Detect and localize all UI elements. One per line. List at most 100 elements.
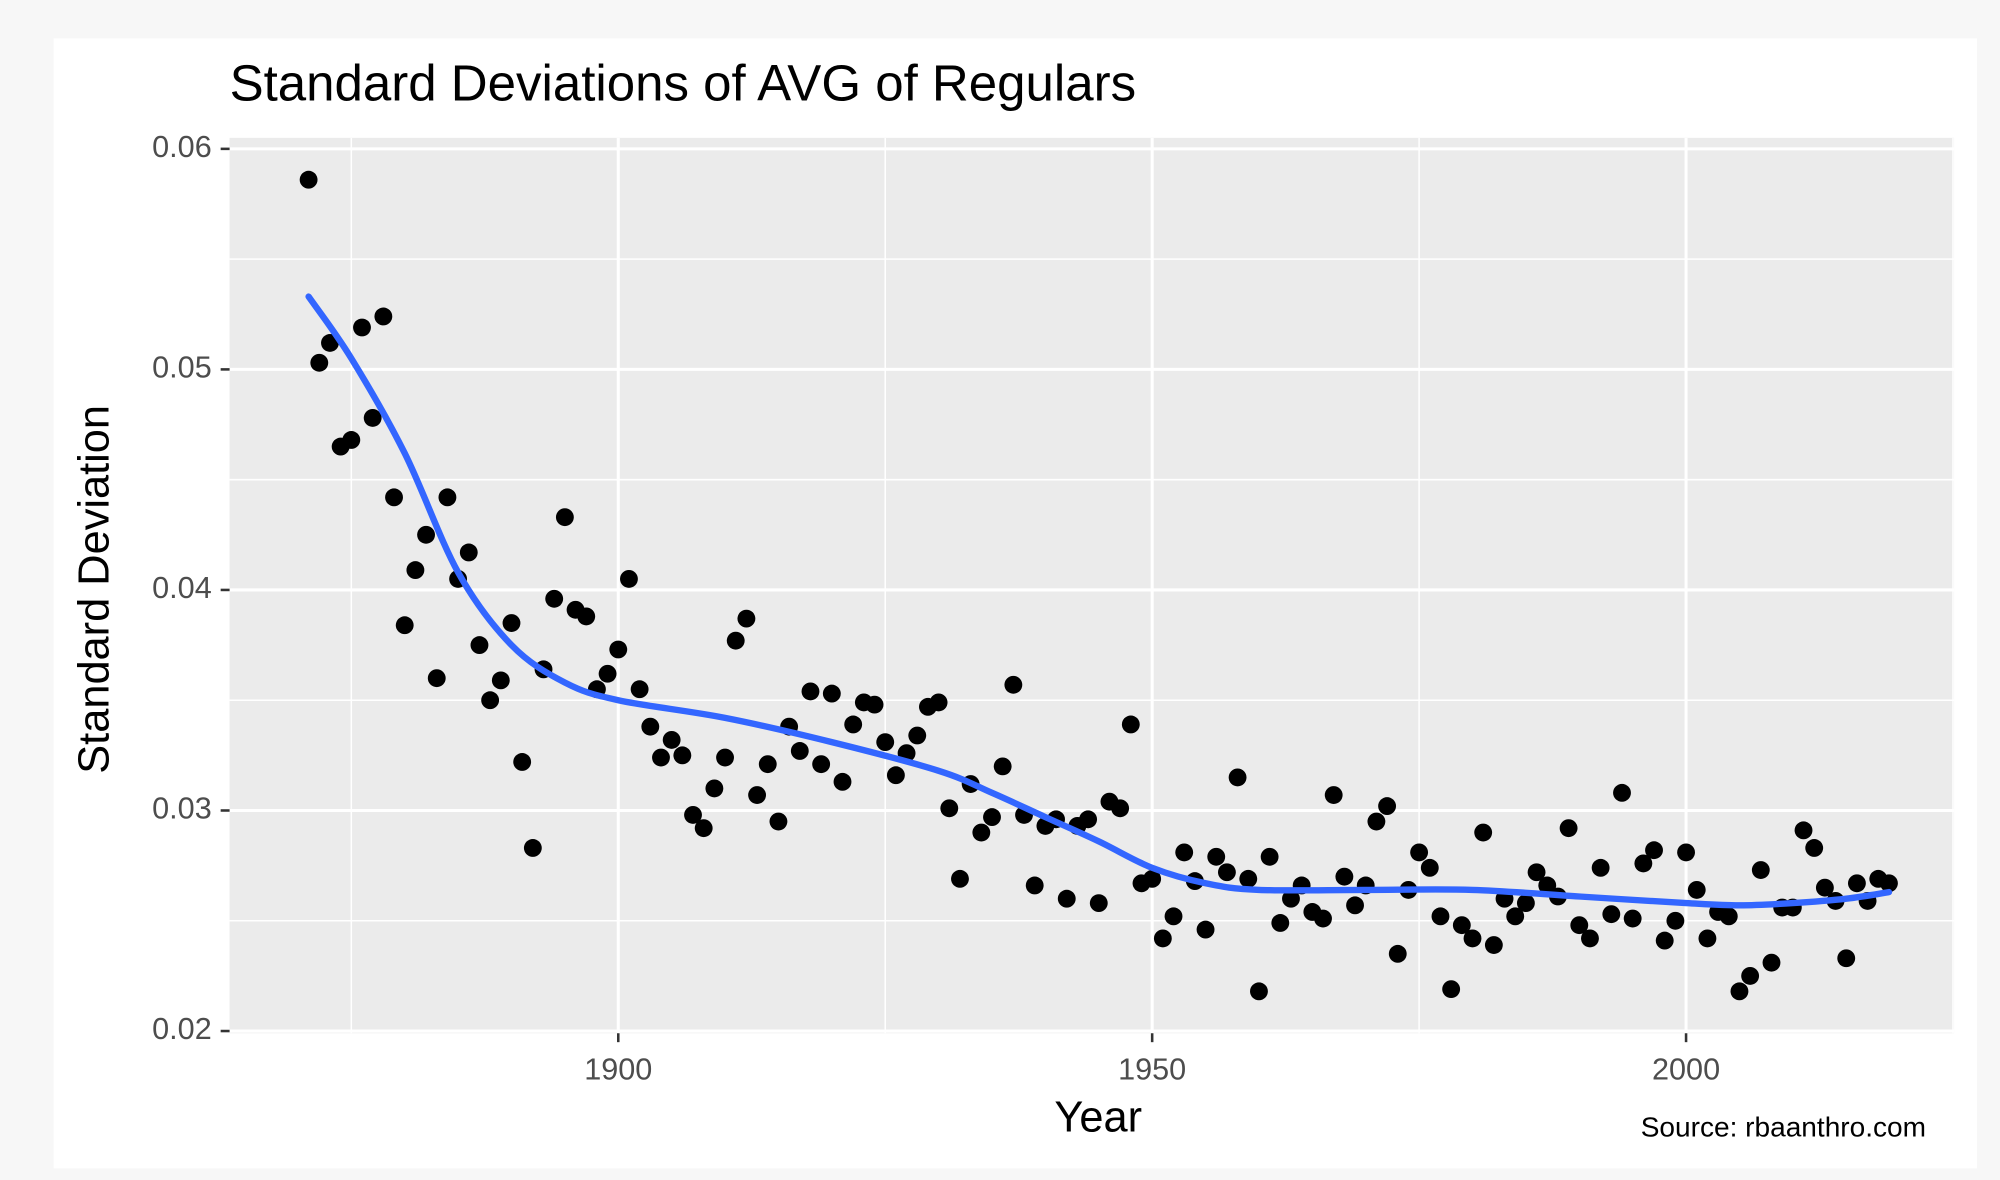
data-point xyxy=(1025,876,1044,895)
data-point xyxy=(652,748,670,767)
data-point xyxy=(1314,909,1332,928)
data-point xyxy=(1431,907,1450,926)
data-point xyxy=(555,508,574,527)
data-point xyxy=(983,808,1001,827)
data-point xyxy=(1057,889,1076,908)
data-point xyxy=(993,757,1012,776)
data-point xyxy=(1677,843,1695,862)
data-point xyxy=(1271,914,1290,932)
data-point xyxy=(801,682,820,701)
data-point xyxy=(1484,936,1503,954)
data-point xyxy=(1228,768,1247,787)
data-point xyxy=(481,691,500,710)
data-point xyxy=(886,766,905,785)
data-point xyxy=(427,669,446,688)
plot-panel xyxy=(229,137,1955,1034)
data-point xyxy=(705,779,724,798)
data-point xyxy=(1420,858,1439,877)
data-point xyxy=(1239,869,1258,888)
data-point xyxy=(310,353,329,372)
data-point xyxy=(1111,799,1130,818)
y-tick-label: 0.06 xyxy=(152,130,212,164)
data-point xyxy=(1645,841,1663,860)
data-point xyxy=(1880,874,1898,893)
data-point xyxy=(716,748,734,767)
data-point xyxy=(1324,786,1343,804)
data-point xyxy=(438,488,457,507)
data-point xyxy=(1751,861,1770,879)
data-point xyxy=(1655,931,1674,950)
data-point xyxy=(1794,821,1813,840)
y-tick-label: 0.04 xyxy=(152,571,212,605)
data-point xyxy=(1805,839,1824,857)
data-point xyxy=(1815,878,1834,897)
data-point xyxy=(972,823,991,842)
data-point xyxy=(513,753,532,771)
data-point xyxy=(673,746,692,765)
data-point xyxy=(1591,858,1610,877)
data-point xyxy=(1516,894,1535,913)
x-axis-label: Year xyxy=(1054,1093,1142,1141)
data-point xyxy=(620,569,638,588)
data-point xyxy=(726,631,745,650)
data-point xyxy=(1847,874,1866,893)
trend-line xyxy=(305,293,1893,909)
data-point xyxy=(1260,847,1279,866)
data-point xyxy=(630,680,649,699)
data-point xyxy=(1623,909,1642,928)
data-point xyxy=(1452,916,1471,935)
x-tick-label: 1900 xyxy=(584,1053,652,1087)
y-axis-label: Standard Deviation xyxy=(70,405,118,774)
data-point xyxy=(1741,966,1760,985)
data-point xyxy=(395,616,414,635)
data-point xyxy=(769,812,788,831)
data-point xyxy=(940,799,959,818)
data-point xyxy=(1581,929,1599,948)
data-point xyxy=(908,726,927,745)
data-point xyxy=(1634,854,1653,873)
data-point xyxy=(684,805,702,824)
data-point xyxy=(662,730,681,749)
data-point xyxy=(1762,953,1781,972)
data-point xyxy=(1559,819,1578,838)
data-point xyxy=(1410,843,1429,862)
data-point xyxy=(1837,949,1856,968)
data-point xyxy=(1079,810,1098,829)
y-tick-label: 0.03 xyxy=(152,792,212,826)
chart-title: Standard Deviations of AVG of Regulars xyxy=(230,54,1137,111)
data-point xyxy=(865,695,884,714)
data-point xyxy=(491,671,510,690)
data-point xyxy=(523,839,542,857)
data-point xyxy=(1378,797,1397,816)
data-point xyxy=(790,742,809,760)
data-point xyxy=(470,636,489,655)
data-point xyxy=(1698,929,1717,948)
data-point xyxy=(1196,920,1215,939)
data-point xyxy=(876,733,895,752)
data-point xyxy=(748,786,767,804)
data-point xyxy=(1538,876,1557,895)
data-point xyxy=(1207,847,1226,866)
data-point xyxy=(598,664,617,683)
data-point xyxy=(641,717,660,736)
y-tick-label: 0.02 xyxy=(152,1012,212,1046)
data-point xyxy=(406,561,425,580)
grid xyxy=(229,137,1955,1034)
data-point xyxy=(812,755,831,774)
data-point xyxy=(577,607,596,626)
data-point xyxy=(1730,982,1749,1001)
data-point xyxy=(1602,905,1621,924)
data-point xyxy=(502,614,521,632)
data-point xyxy=(1613,783,1631,802)
data-point xyxy=(1570,916,1589,935)
data-point xyxy=(822,684,841,703)
x-tick-label: 2000 xyxy=(1652,1053,1720,1087)
source-note: Source: rbaanthro.com xyxy=(1641,1111,1926,1142)
data-point xyxy=(363,408,382,427)
y-tick-label: 0.05 xyxy=(152,350,212,384)
data-point xyxy=(844,715,863,734)
marks xyxy=(299,170,1898,1001)
data-point xyxy=(1367,812,1386,831)
data-point xyxy=(1442,980,1461,999)
